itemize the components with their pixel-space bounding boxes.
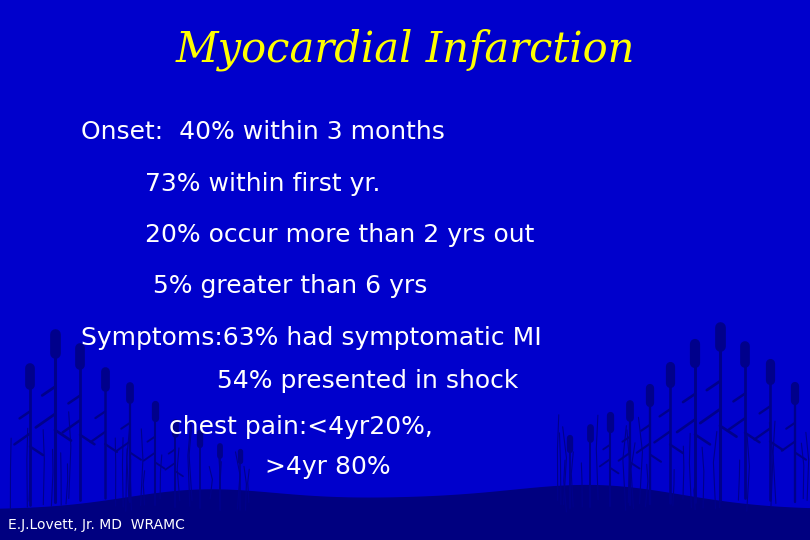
Text: 5% greater than 6 yrs: 5% greater than 6 yrs: [81, 274, 428, 298]
Text: E.J.Lovett, Jr. MD  WRAMC: E.J.Lovett, Jr. MD WRAMC: [8, 518, 185, 532]
Text: 54% presented in shock: 54% presented in shock: [81, 369, 518, 393]
Text: 20% occur more than 2 yrs out: 20% occur more than 2 yrs out: [81, 223, 535, 247]
Text: 73% within first yr.: 73% within first yr.: [81, 172, 381, 195]
Text: Onset:  40% within 3 months: Onset: 40% within 3 months: [81, 120, 445, 144]
Text: chest pain:<4yr20%,: chest pain:<4yr20%,: [81, 415, 433, 438]
Text: Symptoms:63% had symptomatic MI: Symptoms:63% had symptomatic MI: [81, 326, 542, 349]
Text: Myocardial Infarction: Myocardial Infarction: [175, 29, 635, 71]
Text: >4yr 80%: >4yr 80%: [81, 455, 390, 479]
